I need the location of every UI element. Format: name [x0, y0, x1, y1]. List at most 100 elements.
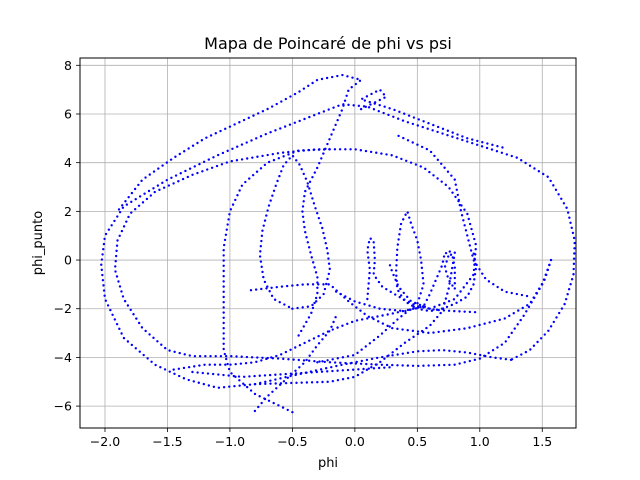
data-point — [322, 152, 325, 155]
data-point — [401, 352, 404, 355]
data-point — [388, 366, 391, 369]
data-point — [359, 309, 362, 312]
data-point — [404, 213, 407, 216]
data-point — [332, 106, 335, 109]
data-point — [573, 241, 576, 245]
data-point — [468, 277, 472, 281]
data-point — [431, 129, 434, 132]
data-point — [238, 189, 241, 192]
data-point — [448, 363, 451, 367]
data-point — [129, 308, 132, 312]
data-point — [473, 273, 477, 276]
data-point — [360, 318, 364, 321]
data-point — [202, 160, 206, 164]
data-point — [381, 355, 384, 359]
data-point — [530, 301, 533, 304]
data-point — [352, 104, 355, 107]
data-point — [360, 359, 364, 363]
data-point — [376, 315, 379, 318]
data-point — [467, 239, 470, 242]
data-point — [284, 372, 287, 376]
data-point — [303, 194, 306, 198]
data-point — [527, 305, 531, 309]
data-point — [114, 254, 118, 258]
data-point — [385, 153, 388, 156]
data-point — [304, 177, 308, 180]
data-point — [130, 200, 133, 204]
chart-title: Mapa de Poincaré de phi vs psi — [204, 34, 452, 53]
data-point — [373, 102, 376, 105]
data-point — [569, 221, 572, 224]
data-point — [341, 324, 344, 327]
data-point — [399, 344, 403, 348]
data-point — [367, 282, 370, 285]
data-point — [144, 176, 147, 179]
data-point — [317, 283, 320, 286]
data-point — [222, 373, 225, 377]
data-point — [300, 371, 303, 375]
data-point — [421, 271, 424, 275]
data-point — [249, 289, 253, 292]
data-point — [248, 383, 252, 386]
data-point — [233, 384, 236, 388]
data-point — [407, 300, 411, 304]
data-point — [457, 198, 461, 202]
data-point — [311, 303, 314, 307]
data-point — [416, 143, 419, 146]
data-point — [471, 138, 474, 141]
data-point — [124, 200, 127, 203]
data-point — [137, 183, 140, 187]
data-point — [453, 350, 456, 353]
data-point — [440, 307, 444, 310]
data-point — [125, 203, 129, 206]
data-point — [336, 118, 339, 122]
data-point — [260, 287, 263, 291]
data-point — [161, 181, 164, 185]
data-point — [422, 349, 425, 353]
data-point — [314, 271, 318, 274]
data-point — [317, 148, 321, 151]
data-point — [400, 157, 403, 161]
data-point — [434, 279, 437, 283]
data-point — [222, 332, 225, 335]
data-point — [157, 167, 160, 170]
data-point — [481, 272, 484, 275]
data-point — [390, 269, 393, 272]
data-point — [134, 347, 137, 350]
data-point — [293, 92, 297, 96]
data-point — [224, 363, 227, 366]
data-point — [525, 310, 528, 313]
data-point — [267, 160, 271, 164]
data-point — [154, 363, 157, 367]
data-point — [570, 278, 574, 281]
data-point — [340, 363, 343, 367]
data-point — [338, 114, 341, 117]
data-point — [463, 310, 466, 313]
data-point — [277, 404, 280, 407]
data-point — [225, 357, 228, 361]
data-point — [354, 148, 357, 151]
data-point — [458, 350, 461, 353]
data-point — [135, 317, 138, 320]
data-point — [490, 148, 494, 151]
data-point — [309, 251, 312, 254]
data-point — [424, 167, 427, 171]
data-point — [451, 256, 454, 259]
data-point — [463, 361, 466, 364]
data-point — [115, 322, 119, 326]
data-point — [287, 150, 290, 154]
data-point — [475, 143, 479, 146]
data-point — [407, 114, 411, 117]
data-point — [465, 282, 469, 285]
data-point — [402, 291, 405, 295]
data-point — [456, 137, 459, 140]
data-point — [198, 162, 201, 166]
data-point — [383, 96, 386, 99]
data-point — [138, 350, 141, 353]
data-point — [377, 109, 380, 113]
data-point — [224, 127, 227, 131]
data-point — [307, 246, 311, 249]
data-point — [546, 175, 549, 178]
data-point — [302, 87, 306, 90]
x-tick-label: −0.5 — [277, 434, 307, 449]
